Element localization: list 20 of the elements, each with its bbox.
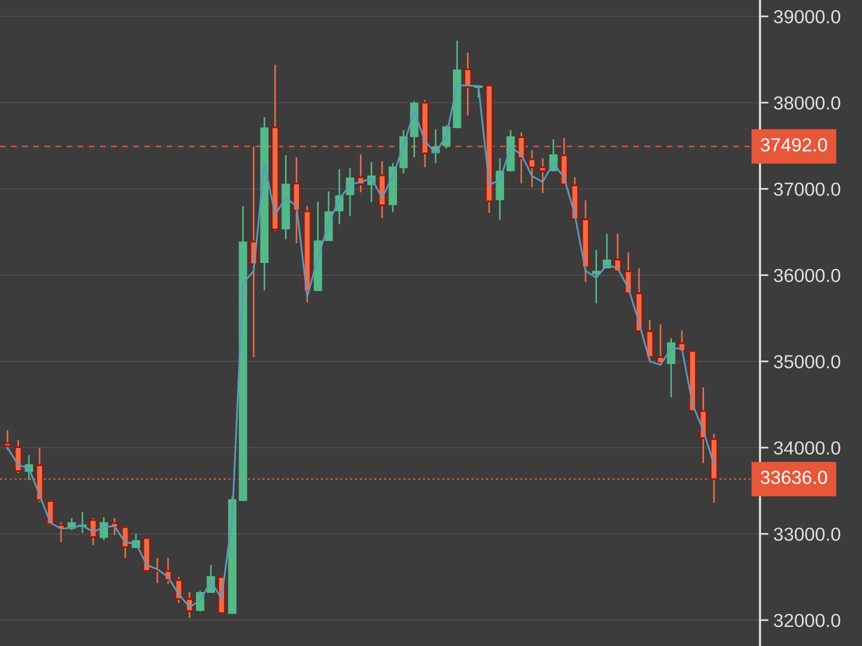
candlestick — [667, 337, 676, 398]
y-tick-label: 33000.0 — [774, 528, 840, 541]
candlestick — [100, 516, 108, 542]
ref-line-label: 33636.0 — [760, 470, 828, 484]
candlestick — [538, 158, 547, 194]
y-tick-label: 39000.0 — [774, 10, 840, 24]
candlestick — [121, 525, 130, 559]
candlestick — [3, 429, 12, 451]
ref-line-label: 37492.0 — [760, 138, 828, 152]
y-tick-label: 32000.0 — [774, 614, 840, 628]
candlestick — [528, 149, 536, 188]
candlestick — [517, 132, 526, 184]
y-tick-label: 36000.0 — [774, 268, 840, 282]
y-tick-label: 34000.0 — [774, 441, 840, 455]
candlestick — [88, 517, 98, 546]
y-tick-label: 38000.0 — [774, 96, 840, 110]
y-tick-label: 35000.0 — [774, 355, 840, 368]
candlestick — [14, 439, 22, 474]
y-tick-label: 37000.0 — [774, 182, 840, 196]
candlestick — [464, 52, 472, 116]
